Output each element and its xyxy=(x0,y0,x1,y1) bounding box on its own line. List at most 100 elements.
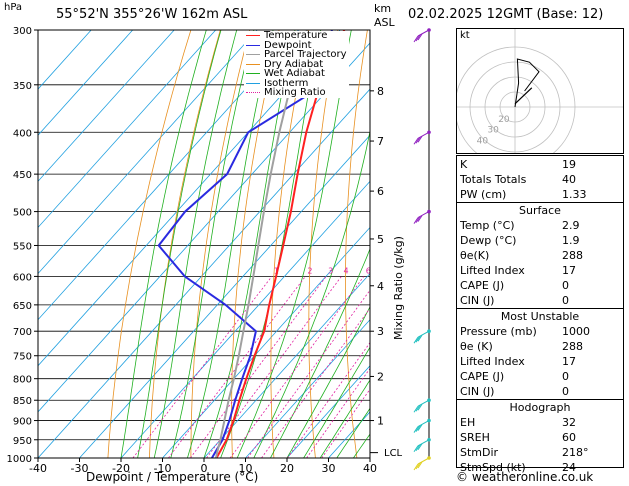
km-tick-label: 7 xyxy=(377,135,384,148)
isotherm-line xyxy=(38,42,370,413)
legend-label: Parcel Trajectory xyxy=(264,49,347,60)
surface-row-cape: CAPE (J) 0 xyxy=(460,279,569,292)
hodo-stats-section: Hodograph EH 32 SREH 60 StmDir 218° StmSpd … xyxy=(457,399,623,475)
dry-adiabat-line xyxy=(415,30,440,458)
legend-swatch xyxy=(246,73,260,75)
hodograph-panel: 20 30 40 kt xyxy=(456,28,624,154)
wet-adiabat-line xyxy=(236,30,352,458)
legend-label: Wet Adiabat xyxy=(264,68,325,79)
temperature-tick-label: 0 xyxy=(201,462,208,475)
wind-barb-flag xyxy=(413,445,419,453)
surface-row-dewp: Dewp (°C) 1.9 xyxy=(460,234,580,247)
pressure-tick-label: 550 xyxy=(13,241,32,252)
isotherm-line xyxy=(38,30,175,182)
legend-swatch xyxy=(246,82,260,84)
wet-adiabat-line xyxy=(153,30,238,458)
wet-adiabat-line xyxy=(336,407,370,458)
legend-label: Mixing Ratio xyxy=(264,87,326,98)
surface-row-temp: Temp (°C) 2.9 xyxy=(460,219,580,232)
hodo-stats-title: Hodograph xyxy=(509,401,571,414)
legend-swatch xyxy=(246,35,260,37)
isotherm-line xyxy=(38,30,133,136)
legend-item: Mixing Ratio xyxy=(246,88,347,98)
wind-barb-flag xyxy=(413,217,419,224)
unstable-title: Most Unstable xyxy=(500,310,580,323)
legend-label: Temperature xyxy=(264,30,328,41)
pressure-tick-label: 1000 xyxy=(7,454,32,465)
temperature-tick-label: -30 xyxy=(71,462,89,475)
pressure-tick-label: 700 xyxy=(13,327,32,338)
surface-section: Surface Temp (°C) 2.9 Dewp (°C) 1.9 θe(K) 2… xyxy=(457,202,623,308)
hodo-row-eh: EH 32 xyxy=(460,416,576,429)
wet-adiabat-line xyxy=(253,129,370,458)
wind-barb-flag xyxy=(415,34,421,42)
km-tick-label: 8 xyxy=(377,85,384,98)
legend-item: Dry Adiabat xyxy=(246,59,347,70)
mixing-ratio-line xyxy=(247,289,370,458)
unstable-row-cin: CIN (J) 0 xyxy=(460,385,569,398)
wet-adiabat-line xyxy=(137,30,222,458)
wind-barb-flag xyxy=(417,215,423,222)
wind-barb-flag xyxy=(417,33,423,41)
pressure-tick-label: 850 xyxy=(13,396,32,407)
wind-barb-flag xyxy=(413,463,419,471)
mixing-ratio-value-label: 6 xyxy=(366,266,371,275)
isotherm-line xyxy=(38,30,299,321)
wet-adiabat-line xyxy=(286,305,370,458)
wet-adiabat-line xyxy=(120,30,207,458)
temperature-tick-label: 20 xyxy=(280,462,294,475)
wind-barb-flag xyxy=(413,426,419,433)
mixing-ratio-value-label: 20 xyxy=(438,266,448,275)
mixing-ratio-value-label: 8 xyxy=(382,266,387,275)
x-axis-label: Dewpoint / Temperature (°C) xyxy=(86,470,259,484)
pressure-tick-label: 900 xyxy=(13,417,32,428)
wind-barb-flag xyxy=(415,404,421,412)
index-row-tt: Totals Totals 40 xyxy=(460,173,576,186)
mixing-ratio-line xyxy=(261,307,370,458)
km-unit-label: km xyxy=(374,2,392,15)
surface-title: Surface xyxy=(519,204,561,217)
isotherm-line xyxy=(203,272,370,458)
index-row-pw: PW (cm) 1.33 xyxy=(460,188,587,201)
mixing-ratio-value-label: 1 xyxy=(274,266,279,275)
surface-row-li: Lifted Index 17 xyxy=(460,264,576,277)
wind-barb-flag xyxy=(417,334,423,342)
mixing-ratio-line xyxy=(168,276,306,458)
temperature-tick-label: 30 xyxy=(322,462,336,475)
hodograph-ring-label: 20 xyxy=(498,115,510,125)
hodograph-kt-label: kt xyxy=(460,30,470,41)
wet-adiabat-line xyxy=(270,247,370,458)
pressure-tick-label: 950 xyxy=(13,436,32,447)
wind-barb-flag xyxy=(413,336,419,344)
wind-barb-flag xyxy=(415,335,421,343)
mixing-ratio-value-label: 3 xyxy=(328,266,333,275)
pressure-tick-label: 400 xyxy=(13,128,32,139)
indices-table: K 19 Totals Totals 40 PW (cm) 1.33 Surface … xyxy=(456,155,624,474)
wet-adiabat-line xyxy=(319,379,370,458)
wind-barb-flag xyxy=(415,216,421,223)
legend-swatch xyxy=(246,92,260,94)
temperature-tick-label: 40 xyxy=(363,462,377,475)
dry-adiabat-line xyxy=(345,30,368,458)
mixing-ratio-line xyxy=(132,276,273,458)
legend-swatch xyxy=(246,54,260,56)
isotherm-line xyxy=(38,30,258,275)
km-tick-label: 3 xyxy=(377,325,384,338)
isotherm-line xyxy=(162,226,370,458)
isotherm-line xyxy=(120,180,370,458)
wind-barb-flag xyxy=(417,443,423,451)
lcl-label: LCL xyxy=(384,448,403,459)
legend-label: Dewpoint xyxy=(264,39,312,51)
dry-adiabat-line xyxy=(270,30,309,458)
wind-barb-flag xyxy=(417,461,423,469)
hodograph-ring-label: 40 xyxy=(477,136,489,146)
km-tick-label: 5 xyxy=(377,233,384,246)
asl-unit-label: ASL xyxy=(374,16,395,29)
wind-barb-flag xyxy=(417,403,423,411)
surface-row-cin: CIN (J) 0 xyxy=(460,294,569,307)
hpa-unit-label: hPa xyxy=(4,2,23,13)
pressure-tick-label: 450 xyxy=(13,170,32,181)
mixing-ratio-line xyxy=(287,341,370,458)
